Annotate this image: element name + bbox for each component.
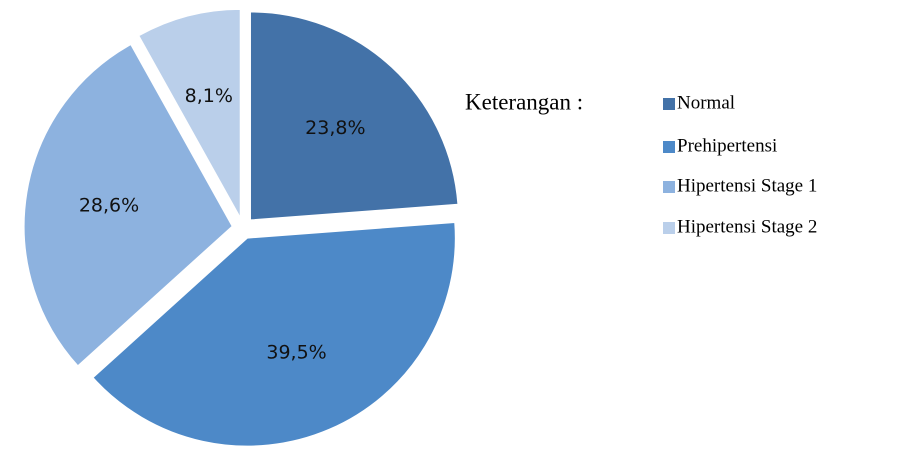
legend-label: Prehipertensi: [677, 135, 777, 156]
legend-swatch: [663, 181, 675, 193]
legend-title: Keterangan :: [465, 89, 583, 114]
legend-label: Hipertensi Stage 1: [677, 175, 817, 196]
legend-label: Hipertensi Stage 2: [677, 216, 817, 237]
pie-slice: [92, 221, 456, 447]
legend-swatch: [663, 222, 675, 234]
legend-swatch: [663, 141, 675, 153]
legend-label: Normal: [677, 92, 735, 113]
legend-swatch: [663, 98, 675, 110]
data-label: 39,5%: [266, 341, 326, 363]
pie-slice: [249, 11, 459, 221]
data-label: 23,8%: [305, 117, 365, 139]
data-label: 8,1%: [185, 85, 233, 107]
data-label: 28,6%: [79, 194, 139, 216]
pie-slice: [138, 8, 241, 220]
pie-slice: [23, 43, 233, 367]
